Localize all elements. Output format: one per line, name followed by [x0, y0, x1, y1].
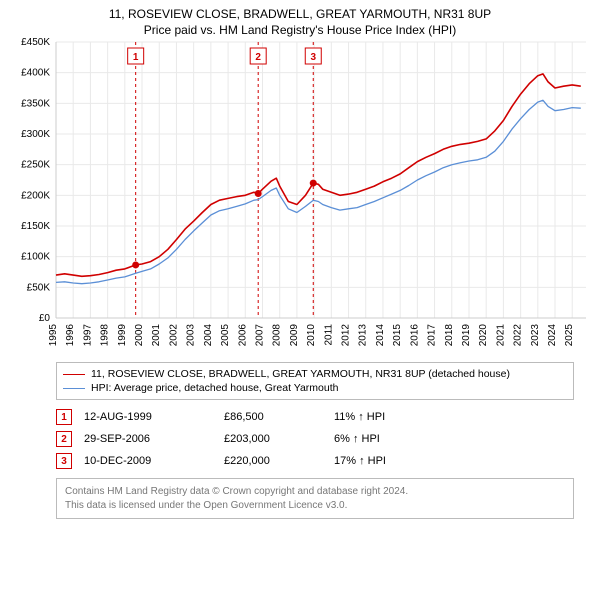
- svg-text:2003: 2003: [186, 324, 197, 347]
- legend-label-hpi: HPI: Average price, detached house, Grea…: [91, 382, 338, 394]
- svg-text:2000: 2000: [134, 324, 145, 347]
- sales-table: 1 12-AUG-1999£86,50011% ↑ HPI 2 29-SEP-2006…: [56, 406, 574, 472]
- svg-text:2004: 2004: [203, 324, 214, 347]
- svg-text:2021: 2021: [495, 324, 506, 347]
- sale-price: £203,000: [224, 433, 334, 445]
- sale-date: 10-DEC-2009: [84, 455, 224, 467]
- svg-text:£100K: £100K: [21, 252, 50, 263]
- chart-container: 11, ROSEVIEW CLOSE, BRADWELL, GREAT YARM…: [0, 0, 600, 519]
- svg-text:2001: 2001: [151, 324, 162, 347]
- svg-text:£400K: £400K: [21, 68, 50, 79]
- svg-text:2025: 2025: [564, 324, 575, 347]
- svg-text:2017: 2017: [427, 324, 438, 347]
- sale-price: £220,000: [224, 455, 334, 467]
- svg-text:2019: 2019: [461, 324, 472, 347]
- legend-row-property: 11, ROSEVIEW CLOSE, BRADWELL, GREAT YARM…: [63, 367, 567, 381]
- legend-swatch-property: [63, 374, 85, 375]
- svg-text:2022: 2022: [513, 324, 524, 347]
- legend-box: 11, ROSEVIEW CLOSE, BRADWELL, GREAT YARM…: [56, 362, 574, 400]
- svg-text:1998: 1998: [100, 324, 111, 347]
- sale-delta: 17% ↑ HPI: [334, 455, 454, 467]
- svg-text:2006: 2006: [237, 324, 248, 347]
- sales-row: 1 12-AUG-1999£86,50011% ↑ HPI: [56, 406, 574, 428]
- svg-text:1996: 1996: [65, 324, 76, 347]
- svg-text:2010: 2010: [306, 324, 317, 347]
- svg-text:1: 1: [133, 52, 139, 63]
- svg-text:1999: 1999: [117, 324, 128, 347]
- sale-marker: 1: [56, 409, 72, 425]
- legend-swatch-hpi: [63, 388, 85, 389]
- svg-text:£450K: £450K: [21, 38, 50, 48]
- svg-text:2011: 2011: [323, 324, 334, 346]
- sale-delta: 6% ↑ HPI: [334, 433, 454, 445]
- svg-text:1997: 1997: [82, 324, 93, 347]
- sales-row: 3 10-DEC-2009£220,00017% ↑ HPI: [56, 450, 574, 472]
- footer-line1: Contains HM Land Registry data © Crown c…: [65, 485, 565, 499]
- sale-marker: 3: [56, 453, 72, 469]
- svg-text:3: 3: [310, 52, 316, 63]
- svg-text:2023: 2023: [530, 324, 541, 347]
- svg-text:2005: 2005: [220, 324, 231, 347]
- svg-text:1995: 1995: [48, 324, 59, 347]
- footer-box: Contains HM Land Registry data © Crown c…: [56, 478, 574, 519]
- svg-text:£0: £0: [39, 313, 51, 324]
- svg-text:2015: 2015: [392, 324, 403, 347]
- svg-text:£250K: £250K: [21, 160, 50, 171]
- svg-text:2009: 2009: [289, 324, 300, 347]
- svg-text:2013: 2013: [358, 324, 369, 347]
- svg-text:£300K: £300K: [21, 129, 50, 140]
- svg-text:£350K: £350K: [21, 99, 50, 110]
- svg-text:2014: 2014: [375, 324, 386, 347]
- svg-text:2002: 2002: [168, 324, 179, 347]
- price-chart: £0 £50K £100K £150K £200K £250K £300K £350K £400…: [0, 38, 600, 358]
- footer-line2: This data is licensed under the Open Gov…: [65, 499, 565, 513]
- svg-text:2020: 2020: [478, 324, 489, 347]
- legend-label-property: 11, ROSEVIEW CLOSE, BRADWELL, GREAT YARM…: [91, 368, 510, 380]
- svg-text:2018: 2018: [444, 324, 455, 347]
- svg-text:£200K: £200K: [21, 191, 50, 202]
- svg-text:£150K: £150K: [21, 221, 50, 232]
- sale-delta: 11% ↑ HPI: [334, 411, 454, 423]
- chart-title-line1: 11, ROSEVIEW CLOSE, BRADWELL, GREAT YARM…: [0, 6, 600, 22]
- svg-text:2024: 2024: [547, 324, 558, 347]
- chart-title-line2: Price paid vs. HM Land Registry's House …: [0, 22, 600, 38]
- svg-text:2007: 2007: [254, 324, 265, 347]
- svg-text:2: 2: [255, 52, 261, 63]
- svg-text:2008: 2008: [272, 324, 283, 347]
- sale-date: 12-AUG-1999: [84, 411, 224, 423]
- sale-date: 29-SEP-2006: [84, 433, 224, 445]
- sale-price: £86,500: [224, 411, 334, 423]
- sales-row: 2 29-SEP-2006£203,0006% ↑ HPI: [56, 428, 574, 450]
- svg-text:2012: 2012: [341, 324, 352, 347]
- legend-row-hpi: HPI: Average price, detached house, Grea…: [63, 381, 567, 395]
- svg-text:2016: 2016: [409, 324, 420, 347]
- chart-title-block: 11, ROSEVIEW CLOSE, BRADWELL, GREAT YARM…: [0, 0, 600, 38]
- svg-text:£50K: £50K: [27, 283, 51, 294]
- sale-marker: 2: [56, 431, 72, 447]
